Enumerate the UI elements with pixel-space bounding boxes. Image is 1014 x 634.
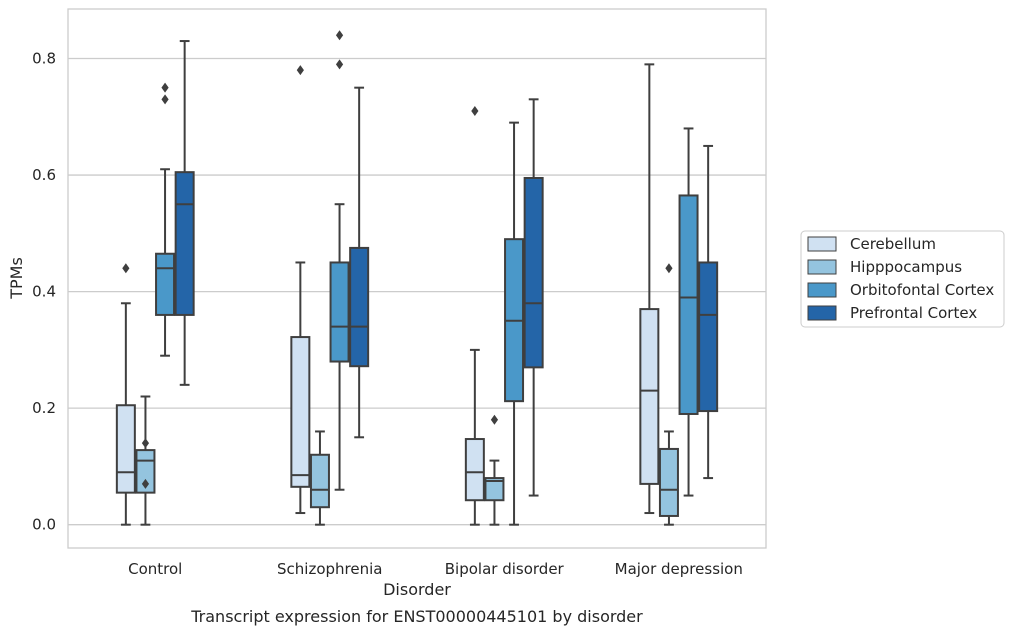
box-iqr (309, 453, 330, 509)
box-3-0 (174, 40, 195, 386)
y-tick-label: 0.6 (32, 166, 56, 184)
y-tick-label: 0.0 (32, 516, 56, 534)
outlier-point (161, 94, 169, 105)
legend-swatch (807, 282, 837, 298)
y-tick-label: 0.2 (32, 399, 56, 417)
box-iqr (639, 308, 660, 485)
chart-caption: Transcript expression for ENST0000044510… (190, 607, 643, 626)
boxes-layer (115, 30, 719, 526)
outlier-point (665, 263, 673, 274)
box-0-2 (464, 105, 485, 526)
box-2-1 (329, 30, 350, 491)
legend: Cerebellum Hipppocampus Orbitofontal Corte… (800, 230, 1005, 328)
box-iqr (329, 261, 350, 363)
legend-label: Cerebellum (850, 235, 936, 253)
legend-swatch (807, 259, 837, 275)
box-iqr (290, 336, 311, 488)
box-iqr (349, 246, 370, 368)
box-3-3 (698, 144, 719, 480)
y-tick-label: 0.8 (32, 50, 56, 68)
legend-swatch (807, 305, 837, 321)
x-tick-label: Control (128, 560, 182, 578)
legend-label: Hipppocampus (850, 258, 962, 276)
box-1-1 (309, 430, 330, 526)
box-2-3 (678, 127, 699, 497)
outlier-point (122, 263, 130, 274)
x-tick-label: Major depression (615, 560, 743, 578)
box-1-2 (484, 414, 505, 526)
legend-swatch (807, 236, 837, 252)
box-iqr (174, 171, 195, 316)
box-2-2 (504, 121, 525, 526)
x-tick-label: Bipolar disorder (445, 560, 565, 578)
outlier-point (161, 82, 169, 93)
outlier-point (471, 105, 479, 116)
outlier-point (141, 438, 150, 449)
box-iqr (464, 438, 485, 502)
x-tick-label: Schizophrenia (277, 560, 382, 578)
box-iqr (523, 176, 544, 369)
box-0-0 (115, 263, 136, 526)
outlier-point (296, 65, 304, 76)
box-iqr (155, 252, 176, 316)
box-1-0 (135, 395, 156, 526)
legend-label: Orbitofontal Cortex (850, 281, 994, 299)
plot-area-frame (67, 8, 767, 549)
legend-label: Prefrontal Cortex (850, 304, 977, 322)
y-axis-label: TPMs (7, 257, 26, 300)
box-3-2 (523, 98, 544, 497)
y-axis-ticks: 0.0 0.2 0.4 0.6 0.8 (32, 50, 56, 534)
box-iqr (678, 194, 699, 415)
box-iqr (115, 404, 136, 494)
outlier-point (141, 478, 150, 489)
box-iqr (658, 447, 679, 517)
x-axis-label: Disorder (383, 580, 451, 599)
box-0-3 (639, 63, 660, 515)
legend-frame (800, 230, 1005, 328)
box-2-0 (155, 82, 176, 357)
box-0-1 (290, 65, 311, 515)
box-iqr (484, 477, 505, 502)
outlier-point (335, 59, 344, 70)
box-1-3 (658, 263, 679, 526)
outlier-point (490, 414, 499, 425)
y-tick-label: 0.4 (32, 283, 56, 301)
outlier-point (335, 30, 344, 41)
x-axis-ticks: Control Schizophrenia Bipolar disorder Majo… (128, 560, 743, 578)
box-3-1 (349, 86, 370, 439)
box-iqr (698, 261, 719, 413)
